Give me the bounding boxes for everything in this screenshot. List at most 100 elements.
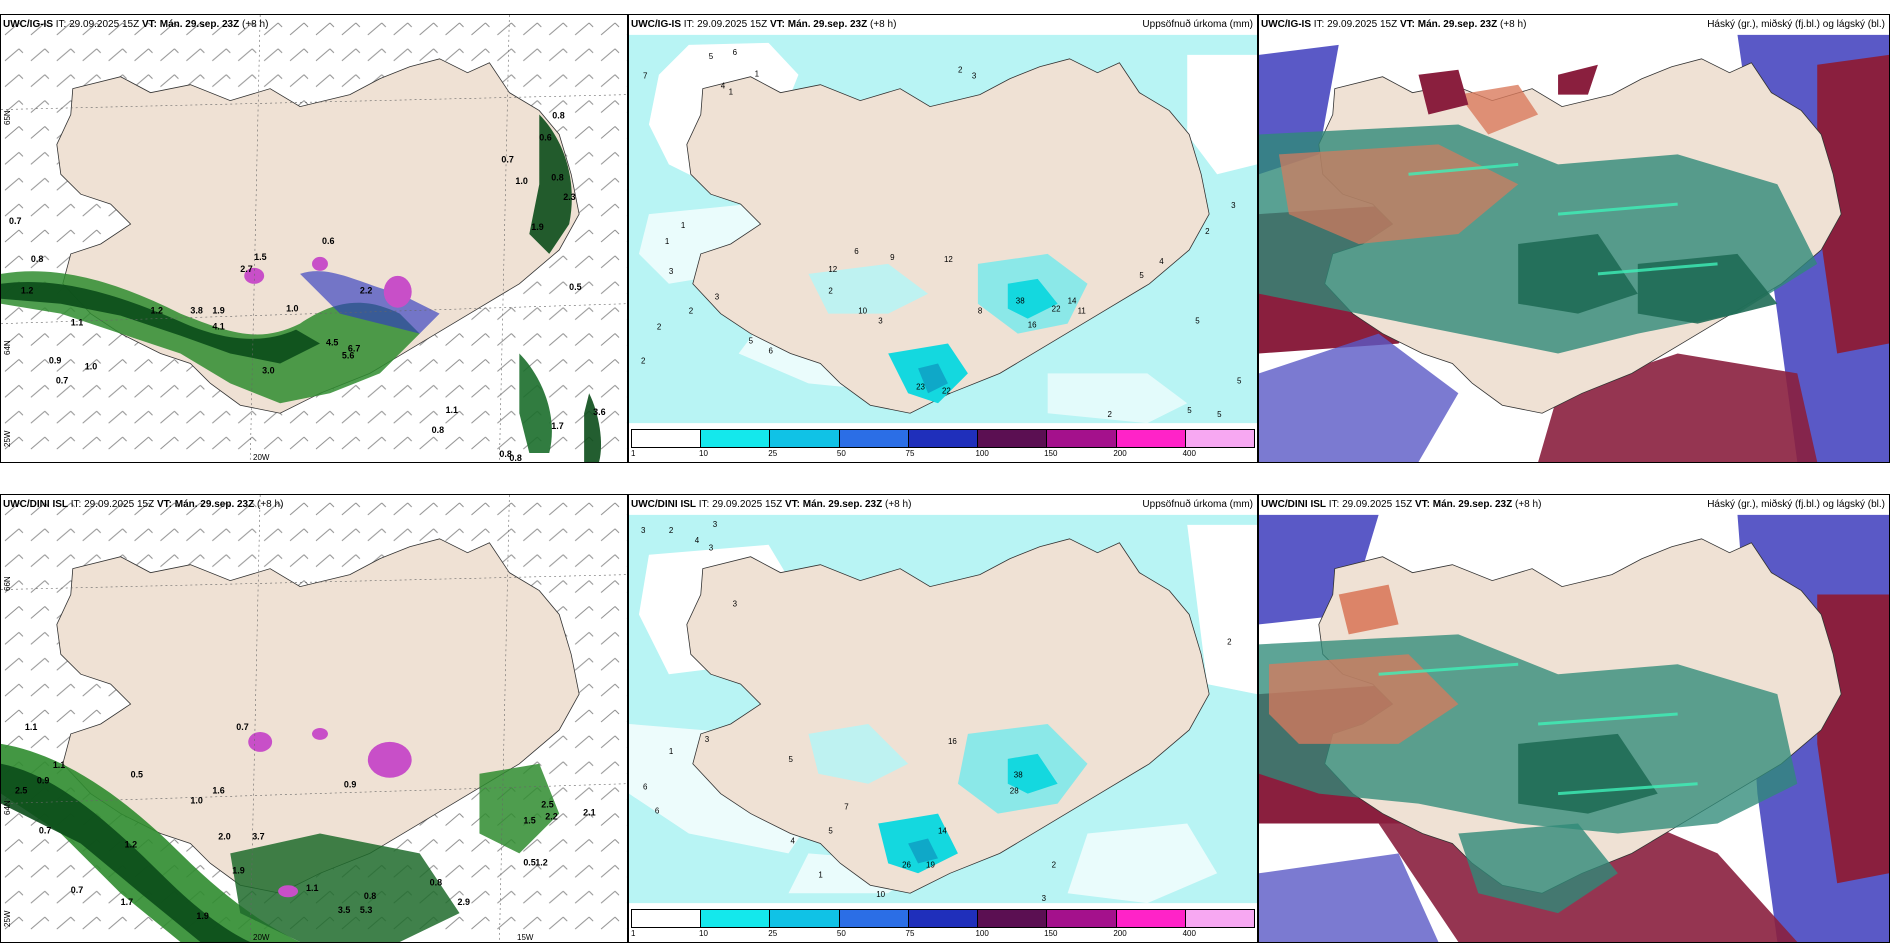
svg-text:4: 4 (695, 536, 700, 545)
colorbar-segment (1116, 430, 1186, 447)
svg-text:2.5: 2.5 (15, 786, 27, 796)
iceland-landmass (686, 538, 1210, 894)
svg-text:1: 1 (665, 237, 670, 246)
svg-text:2: 2 (1205, 227, 1210, 236)
svg-text:1.5: 1.5 (254, 252, 266, 262)
svg-text:16: 16 (948, 737, 957, 746)
svg-text:38: 38 (1014, 771, 1023, 780)
panel-bottom-right: UWC/DINI ISL IT: 29.09.2025 15Z VT: Mán.… (1258, 494, 1890, 943)
colorbar-label: 75 (905, 929, 915, 938)
svg-text:7: 7 (643, 72, 648, 81)
colorbar-segment (701, 910, 771, 927)
svg-text:12: 12 (944, 255, 953, 264)
colorbar-label: 100 (975, 449, 989, 458)
svg-text:2.2: 2.2 (360, 286, 372, 296)
svg-text:1.0: 1.0 (85, 361, 97, 371)
colorbar-segment (1047, 910, 1117, 927)
svg-text:6: 6 (854, 247, 859, 256)
svg-text:3: 3 (733, 600, 738, 609)
svg-text:0.8: 0.8 (499, 449, 511, 459)
panel-bottom-left: UWC/DINI ISL IT: 29.09.2025 15Z VT: Mán.… (0, 494, 628, 943)
svg-text:3.5: 3.5 (338, 905, 350, 915)
colorbar-label: 75 (905, 449, 915, 458)
svg-text:2.5: 2.5 (541, 800, 553, 810)
lon-label-side: 25W (3, 430, 12, 447)
svg-text:14: 14 (1068, 297, 1077, 306)
colorbar-label: 150 (1044, 449, 1058, 458)
colorbar-label: 10 (699, 449, 708, 458)
svg-text:5: 5 (828, 826, 833, 835)
panel-right-title: Háský (gr.), miðský (fj.bl.) og lágský (… (1707, 19, 1885, 30)
lon-label: 20W (253, 933, 270, 942)
panel-bottom-middle: UWC/DINI ISL IT: 29.09.2025 15Z VT: Mán.… (628, 494, 1258, 943)
svg-text:11: 11 (1078, 307, 1087, 316)
svg-text:0.7: 0.7 (236, 722, 248, 732)
svg-text:3.0: 3.0 (262, 365, 274, 375)
iceland-landmass (56, 538, 580, 894)
svg-text:3: 3 (1231, 201, 1236, 210)
wind-precip-map: 0.7 0.8 1.2 1.1 0.9 1.0 0.7 1.2 2.7 1.9 … (1, 15, 627, 462)
colorbar-labels: 1 10 25 50 75 100 150 200 400 (631, 929, 1255, 940)
svg-text:4.1: 4.1 (212, 322, 224, 332)
svg-text:4.5: 4.5 (326, 338, 338, 348)
colorbar-segment (770, 910, 840, 927)
colorbar-segment (701, 430, 771, 447)
svg-text:0.8: 0.8 (430, 877, 442, 887)
panel-header: UWC/DINI ISL IT: 29.09.2025 15Z VT: Mán.… (631, 499, 912, 510)
svg-text:3: 3 (669, 267, 674, 276)
svg-text:3: 3 (641, 526, 646, 535)
svg-text:0.7: 0.7 (39, 825, 51, 835)
colorbar-label: 200 (1113, 929, 1127, 938)
panel-header: UWC/DINI ISL IT: 29.09.2025 15Z VT: Mán.… (1261, 499, 1542, 510)
svg-text:1.9: 1.9 (212, 306, 224, 316)
colorbar-label: 100 (975, 929, 989, 938)
colorbar-segment (1047, 430, 1117, 447)
svg-text:8: 8 (978, 307, 983, 316)
svg-text:23: 23 (916, 382, 925, 391)
colorbar-label: 50 (836, 449, 846, 458)
svg-text:0.8: 0.8 (551, 172, 563, 182)
colorbar-segment (908, 910, 979, 927)
panel-header: UWC/DINI ISL IT: 29.09.2025 15Z VT: Mán.… (3, 499, 284, 510)
lat-label: 66N (3, 576, 12, 591)
value-labels: 1.1 0.9 2.5 1.1 0.7 0.5 1.0 0.7 1.9 2.0 … (15, 722, 596, 921)
svg-text:5: 5 (1195, 317, 1200, 326)
lat-label: 65N (3, 110, 12, 125)
lon-label-side: 25W (3, 910, 12, 927)
svg-text:0.6: 0.6 (539, 132, 551, 142)
panel-right-title: Uppsöfnuð úrkoma (mm) (1142, 499, 1253, 510)
svg-text:2: 2 (1107, 410, 1112, 419)
svg-text:1.0: 1.0 (190, 796, 202, 806)
svg-text:1.9: 1.9 (531, 222, 543, 232)
svg-text:0.8: 0.8 (509, 453, 521, 462)
precip-colorbar (631, 429, 1255, 448)
svg-text:3: 3 (972, 72, 977, 81)
colorbar-segment (1116, 910, 1186, 927)
svg-text:1.2: 1.2 (535, 857, 547, 867)
svg-text:3.6: 3.6 (593, 407, 605, 417)
svg-text:1: 1 (669, 747, 674, 756)
svg-text:3.8: 3.8 (190, 306, 202, 316)
svg-text:10: 10 (876, 890, 885, 899)
iceland-landmass (686, 58, 1210, 414)
svg-text:0.7: 0.7 (71, 885, 83, 895)
svg-text:5: 5 (1139, 271, 1144, 280)
svg-text:3: 3 (709, 544, 714, 553)
svg-text:5: 5 (788, 755, 793, 764)
svg-text:4: 4 (1159, 257, 1164, 266)
svg-text:5: 5 (1187, 406, 1192, 415)
svg-text:3: 3 (1042, 894, 1047, 903)
lat-label: 64N (3, 800, 12, 815)
svg-text:1.9: 1.9 (196, 911, 208, 921)
colorbar-segment (839, 910, 909, 927)
panel-header: UWC/IG-IS IT: 29.09.2025 15Z VT: Mán. 29… (3, 19, 269, 30)
svg-text:3: 3 (705, 735, 710, 744)
svg-text:3: 3 (713, 520, 718, 529)
lat-label: 64N (3, 340, 12, 355)
svg-text:6: 6 (769, 346, 774, 355)
svg-text:1.7: 1.7 (551, 421, 563, 431)
svg-text:2.7: 2.7 (240, 264, 252, 274)
colorbar-segment (908, 430, 979, 447)
svg-text:0.7: 0.7 (9, 216, 21, 226)
colorbar-label: 10 (699, 929, 708, 938)
